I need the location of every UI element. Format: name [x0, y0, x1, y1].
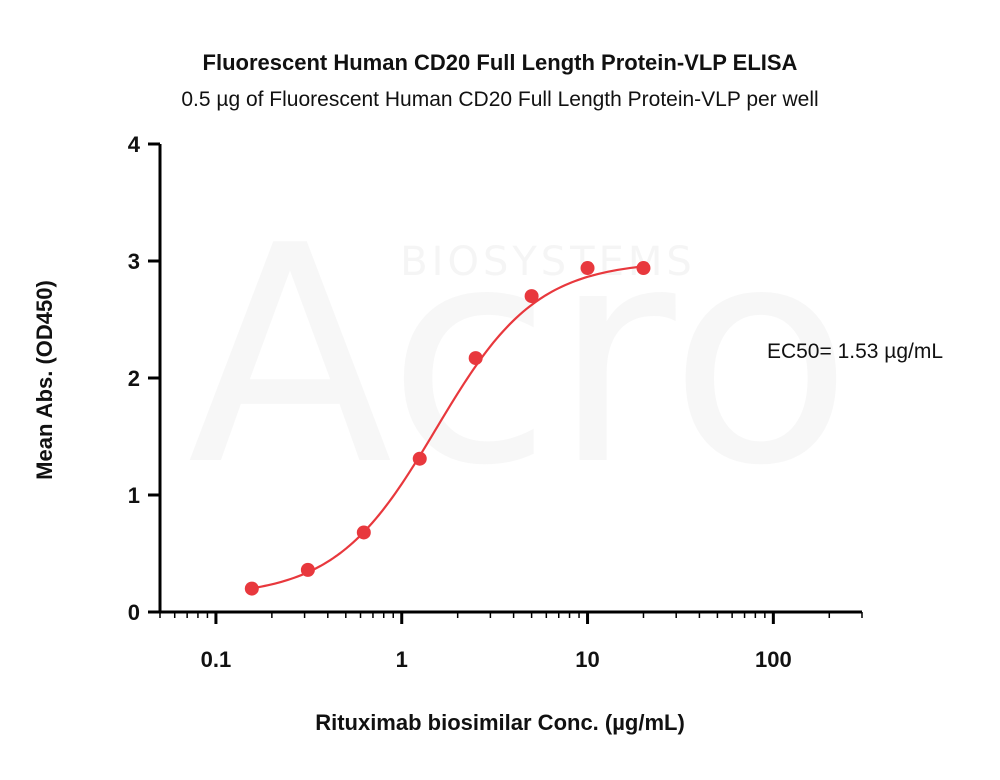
fit-curve: [251, 265, 644, 590]
x-tick-label: 0.1: [201, 647, 232, 672]
x-tick-label: 10: [575, 647, 599, 672]
y-axis-title: Mean Abs. (OD450): [32, 280, 57, 480]
data-point: [580, 261, 595, 276]
y-tick-label: 4: [128, 132, 141, 157]
y-tick-label: 3: [128, 249, 140, 274]
data-point: [524, 289, 539, 304]
ec50-annotation: EC50= 1.53 µg/mL: [767, 340, 943, 363]
data-point: [356, 525, 371, 540]
y-ticks: 0 1 2 3 4: [128, 132, 160, 625]
y-tick-label: 2: [128, 366, 140, 391]
x-ticks: 0.1 1 10 100: [159, 612, 863, 672]
watermark-brand: Acro: [187, 182, 852, 531]
chart-subtitle: 0.5 µg of Fluorescent Human CD20 Full Le…: [181, 88, 818, 111]
chart-title: Fluorescent Human CD20 Full Length Prote…: [203, 50, 798, 75]
data-point: [412, 451, 427, 466]
axes: 0 1 2 3 4 0.1 1 10 100: [128, 132, 863, 672]
data-point: [468, 351, 483, 366]
data-point: [300, 562, 315, 577]
watermark-sub: BIOSYSTEMS: [400, 239, 696, 285]
data-point: [244, 581, 259, 596]
x-tick-label: 100: [755, 647, 792, 672]
y-tick-label: 1: [128, 483, 140, 508]
data-point: [636, 261, 651, 276]
watermark: Acro BIOSYSTEMS: [187, 182, 852, 531]
x-axis-title: Rituximab biosimilar Conc. (µg/mL): [315, 710, 685, 735]
x-tick-label: 1: [396, 647, 408, 672]
y-tick-label: 0: [128, 600, 140, 625]
series-layer: [244, 261, 651, 596]
